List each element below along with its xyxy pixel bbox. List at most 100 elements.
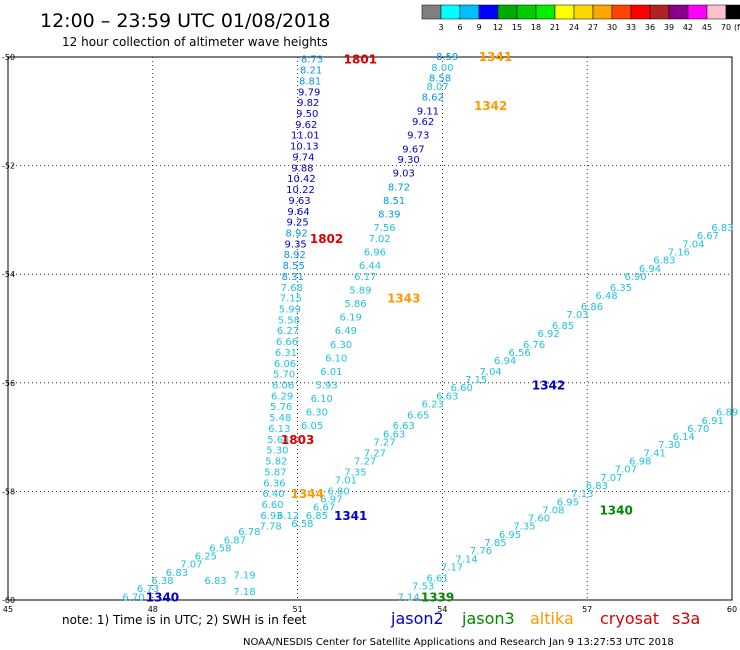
note-text: note: 1) Time is in UTC; 2) SWH is in fe…	[62, 613, 307, 627]
color-swatch	[517, 5, 536, 19]
color-scale-label: 45	[702, 23, 712, 32]
wave-height-point: 6.06	[274, 359, 296, 370]
satellite-legend-item: jason2	[390, 609, 444, 628]
color-scale-label: 15	[512, 23, 522, 32]
plot-frame	[8, 57, 732, 600]
wave-height-point: 5.70	[273, 370, 295, 381]
wave-height-point: 7.56	[373, 223, 395, 234]
wave-height-point: 5.58	[278, 315, 300, 326]
wave-height-point: 6.80	[327, 486, 349, 497]
axis-ticks: 45 48 51 54 57 60 -50 -52 -54 -56 -58 -60	[2, 53, 737, 614]
color-scale-label: 70	[721, 23, 731, 32]
wave-height-point: 7.14	[397, 592, 419, 603]
color-scale-label: 9	[476, 23, 481, 32]
satellite-legend-item: cryosat	[600, 609, 659, 628]
footer-credit: NOAA/NESDIS Center for Satellite Applica…	[243, 637, 674, 648]
wave-height-point: 7.27	[364, 448, 386, 459]
wave-height-point: 6.89	[716, 408, 738, 419]
pass-id-label: 1343	[387, 292, 420, 306]
wave-height-point: 6.83	[204, 576, 226, 587]
wave-height-point: 5.82	[265, 457, 287, 468]
wave-height-point: 9.11	[417, 106, 439, 117]
wave-height-point: 8.73	[301, 55, 323, 66]
wave-height-point: 6.35	[610, 283, 632, 294]
pass-id-label: 1342	[532, 379, 565, 393]
satellite-legend: jason2 jason3 altika cryosat s3a	[390, 609, 700, 628]
color-swatch	[612, 5, 631, 19]
satellite-legend-item: altika	[530, 609, 574, 628]
wave-height-point: 6.65	[407, 410, 429, 421]
wave-height-point: 8.81	[299, 76, 321, 87]
satellite-legend-item: s3a	[672, 609, 700, 628]
wave-height-point: 8.92	[286, 228, 308, 239]
wave-height-point: 8.62	[422, 93, 444, 104]
wave-height-point: 7.04	[480, 367, 502, 378]
pass-id-label: 1340	[599, 503, 632, 517]
wave-height-point: 8.51	[383, 196, 405, 207]
wave-height-point: 9.64	[287, 207, 309, 218]
wave-height-point: 9.67	[402, 144, 424, 155]
pass-id-label: 1803	[281, 433, 314, 447]
wave-height-point: 9.79	[298, 87, 320, 98]
color-swatch	[593, 5, 612, 19]
color-swatch	[555, 5, 574, 19]
wave-height-point: 6.60	[261, 500, 283, 511]
wave-height-point: 6.31	[275, 348, 297, 359]
color-scale-label: 6	[457, 23, 462, 32]
wave-height-point: 9.62	[412, 117, 434, 128]
wave-height-point: 6.61	[426, 573, 448, 584]
y-tick-label: -52	[2, 162, 15, 171]
color-scale-label: 42	[683, 23, 693, 32]
wave-height-point: 9.03	[393, 169, 415, 180]
wave-height-point: 5.76	[270, 402, 292, 413]
wave-height-point: 7.02	[369, 234, 391, 245]
wave-height-point: 7.15	[280, 294, 302, 305]
wave-height-point: 8.39	[378, 209, 400, 220]
wave-height-point: 8.00	[431, 63, 453, 74]
y-tick-label: -54	[2, 270, 15, 279]
color-scale-label: 36	[645, 23, 655, 32]
wave-height-point: 6.76	[523, 340, 545, 351]
wave-height-point: 6.17	[354, 272, 376, 283]
color-scale-label: 27	[588, 23, 598, 32]
y-tick-label: -60	[2, 596, 15, 605]
wave-height-point: 6.44	[359, 261, 381, 272]
wave-height-point: 8.55	[283, 261, 305, 272]
wave-height-point: 10.22	[286, 185, 315, 196]
wave-height-point: 6.10	[325, 353, 347, 364]
color-swatch	[422, 5, 441, 19]
wave-height-point: 7.68	[281, 283, 303, 294]
color-swatch	[669, 5, 688, 19]
y-tick-label: -58	[2, 487, 15, 496]
wave-height-point: 6.36	[263, 478, 285, 489]
x-tick-label: 57	[582, 605, 592, 614]
wave-height-point: 7.19	[233, 571, 255, 582]
color-scale-unit: (ft)	[734, 23, 740, 32]
color-swatch	[726, 5, 740, 19]
satellite-legend-item: jason3	[461, 609, 515, 628]
wave-height-point: 7.18	[233, 587, 255, 598]
wave-height-point: 5.89	[349, 285, 371, 296]
wave-height-point: 6.40	[262, 489, 284, 500]
chart-title: 12:00 – 23:59 UTC 01/08/2018	[40, 10, 330, 32]
wave-height-point: 5.48	[269, 413, 291, 424]
color-swatch	[574, 5, 593, 19]
color-swatch	[707, 5, 726, 19]
wave-height-point: 9.63	[288, 196, 310, 207]
pass-id-label: 1342	[474, 99, 507, 113]
wave-height-point: 5.87	[264, 467, 286, 478]
wave-height-point: 8.72	[388, 182, 410, 193]
x-tick-label: 45	[3, 605, 13, 614]
wave-height-point: 11.01	[291, 131, 320, 142]
color-swatch	[460, 5, 479, 19]
wave-height-point: 9.25	[286, 218, 308, 229]
wave-height-point: 9.73	[407, 131, 429, 142]
y-tick-label: -56	[2, 379, 15, 388]
wave-height-point: 8.59	[436, 52, 458, 63]
chart-subtitle: 12 hour collection of altimeter wave hei…	[62, 35, 328, 49]
wave-height-point: 5.99	[279, 304, 301, 315]
color-scale-label: 39	[664, 23, 674, 32]
wave-height-point: 8.31	[282, 272, 304, 283]
wave-height-point: 6.10	[311, 394, 333, 405]
wave-height-point: 6.01	[320, 367, 342, 378]
